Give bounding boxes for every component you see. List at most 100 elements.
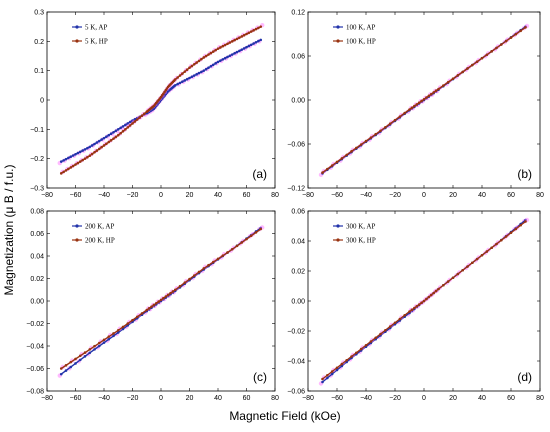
data-point [83, 351, 87, 354]
data-point [524, 220, 527, 223]
data-point [128, 120, 132, 124]
data-point [384, 125, 387, 129]
data-point [388, 325, 392, 328]
data-point [64, 369, 68, 372]
data-point [437, 87, 440, 91]
data-point [181, 72, 184, 75]
data-point [140, 312, 144, 315]
data-point [88, 145, 92, 149]
data-point [116, 133, 120, 137]
panel-1: −80 −60 −40 −20 0 20 40 60 80 −0.12 −0.06 0.00 0.06 0… [287, 10, 544, 200]
data-point [207, 66, 210, 70]
data-point [71, 164, 75, 168]
data-point [245, 45, 248, 49]
legend-label: 200 K, AP [85, 223, 114, 231]
y-tick-label: 0.02 [291, 269, 305, 276]
data-point [88, 348, 92, 351]
data-point [59, 172, 63, 175]
x-tick-label: −40 [360, 192, 372, 199]
data-point [207, 53, 210, 56]
data-point [228, 54, 232, 58]
data-point [415, 103, 419, 106]
legend-label: 5 K, HP [85, 38, 108, 46]
data-point [429, 92, 433, 96]
data-point [369, 136, 373, 139]
data-point [162, 296, 165, 300]
data-point [335, 366, 339, 370]
data-point [226, 42, 229, 46]
data-point [500, 43, 503, 46]
data-point [126, 122, 130, 125]
x-tick-label: −20 [127, 192, 139, 199]
x-tick-label: 40 [478, 192, 486, 199]
data-point [500, 238, 503, 242]
data-point [374, 336, 377, 340]
y-tick-label: 0.04 [291, 239, 305, 246]
y-tick-label: 0 [40, 98, 44, 105]
data-point [202, 56, 206, 59]
y-axis-title: Magnetization (μ B / f.u.) [2, 165, 16, 296]
data-point [519, 223, 522, 227]
data-point [410, 106, 414, 110]
data-point [509, 231, 513, 235]
panel-2: −80 −60 −40 −20 0 20 40 60 80 −0.08 −0.06 −0.04 −0.0… [26, 209, 279, 403]
data-point [374, 132, 377, 136]
data-point [216, 47, 220, 50]
data-point [173, 78, 177, 81]
data-point [97, 341, 101, 345]
data-point [140, 114, 144, 117]
data-point [69, 155, 73, 159]
data-point [116, 331, 120, 334]
y-tick-label: −0.02 [26, 321, 44, 328]
data-point [192, 274, 196, 277]
data-point [245, 237, 248, 241]
data-point [238, 36, 241, 39]
data-point [83, 355, 87, 358]
data-point [230, 247, 234, 251]
data-point [105, 135, 108, 138]
data-point [252, 42, 255, 45]
data-point [86, 155, 89, 159]
data-point [427, 295, 431, 299]
data-point [326, 167, 329, 171]
data-point [233, 38, 236, 42]
data-point [485, 53, 489, 57]
y-tick-label: 0.2 [34, 39, 44, 46]
data-point [429, 293, 433, 297]
x-tick-label: 0 [422, 395, 426, 402]
data-point [107, 140, 111, 144]
data-point [259, 38, 263, 42]
data-point [171, 290, 175, 293]
data-point [364, 343, 368, 347]
data-point [219, 59, 222, 62]
data-point [121, 327, 125, 331]
y-tick-label: 0.3 [34, 10, 44, 17]
data-point [93, 344, 96, 348]
y-tick-label: −0.04 [26, 344, 44, 351]
data-point [475, 257, 479, 261]
data-point [226, 55, 229, 59]
x-tick-label: 80 [271, 192, 279, 199]
data-point [259, 227, 263, 231]
data-point [178, 74, 182, 77]
x-tick-label: −80 [302, 192, 314, 199]
x-tick-label: −40 [98, 192, 110, 199]
data-point [131, 318, 134, 322]
data-point [109, 139, 113, 142]
x-tick-label: 80 [536, 192, 544, 199]
x-tick-label: −60 [70, 192, 82, 199]
x-tick-label: 0 [422, 192, 426, 199]
data-point [112, 137, 115, 140]
data-point [403, 313, 406, 317]
data-point [138, 116, 141, 119]
x-tick-label: −60 [331, 395, 343, 402]
data-point [76, 151, 80, 155]
data-point [131, 122, 134, 125]
data-point [197, 270, 201, 274]
data-point [420, 301, 423, 305]
data-point [259, 25, 263, 28]
panel-label: (a) [252, 167, 267, 181]
data-point [456, 272, 460, 276]
data-point [145, 308, 149, 312]
data-point [59, 367, 63, 370]
